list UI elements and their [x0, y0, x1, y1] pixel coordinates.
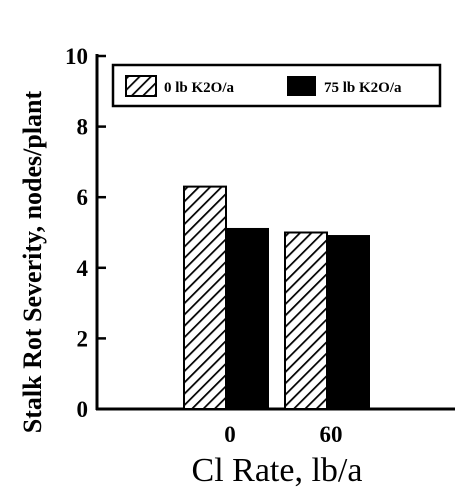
y-tick-label: 8 — [77, 115, 89, 140]
y-axis-ticks: 0 2 4 6 8 10 — [65, 44, 106, 422]
bar-k2o-75-cl-0 — [225, 227, 269, 410]
y-tick-label: 0 — [77, 397, 89, 422]
bars-group — [183, 185, 370, 410]
legend: 0 lb K2O/a 75 lb K2O/a — [111, 63, 442, 108]
y-axis-label: Stalk Rot Severity, nodes/plant — [18, 90, 47, 433]
x-tick-label: 0 — [224, 422, 236, 447]
legend-label-1: 75 lb K2O/a — [324, 80, 402, 96]
x-axis-label: Cl Rate, lb/a — [192, 452, 363, 489]
y-tick-label: 2 — [77, 326, 89, 351]
x-tick-label: 60 — [320, 422, 343, 447]
y-tick-label: 4 — [77, 256, 89, 281]
bar-k2o-75-cl-60 — [326, 235, 370, 410]
bar-k2o-0-cl-60 — [284, 231, 328, 410]
legend-swatch-solid — [287, 76, 316, 96]
y-tick-label: 10 — [65, 44, 88, 69]
y-tick-label: 6 — [77, 185, 89, 210]
legend-label-0: 0 lb K2O/a — [164, 80, 235, 96]
legend-swatch-hatched — [125, 75, 157, 97]
bar-k2o-0-cl-0 — [183, 185, 227, 410]
x-axis-ticks: 0 60 — [224, 422, 342, 447]
legend-box — [111, 63, 442, 108]
